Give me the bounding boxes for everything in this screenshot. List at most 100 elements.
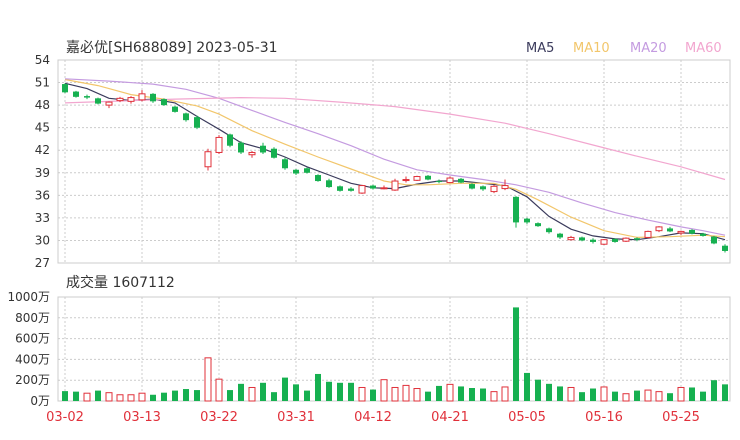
price-y-axis: 54 51 48 45 42 39 36 33 30 27 — [35, 53, 50, 270]
candle — [446, 176, 454, 184]
date-tick-label: 03-22 — [200, 410, 238, 425]
candle-body-up — [138, 93, 146, 101]
volume-bar-down — [667, 393, 673, 401]
volume-bar-down — [293, 384, 299, 401]
candle — [689, 229, 695, 235]
volume-tick-label: 800万 — [15, 311, 50, 325]
volume-bar-up — [83, 392, 91, 402]
date-tick-label: 05-25 — [662, 410, 700, 425]
candle-body-down — [227, 134, 233, 146]
candle — [711, 235, 717, 245]
ma-line-ma20 — [64, 78, 726, 236]
candle-body-down — [612, 238, 618, 242]
candle-body-down — [315, 175, 321, 182]
candle — [138, 90, 146, 102]
volume-bar-up — [677, 386, 685, 402]
volume-bar-up — [501, 386, 509, 402]
volume-bar-down — [612, 391, 618, 401]
volume-bar-up — [380, 379, 388, 402]
candle — [458, 178, 464, 184]
volume-bar-down — [73, 391, 79, 401]
candle-body-up — [677, 230, 685, 234]
volume-bar-up — [413, 388, 421, 402]
candle — [590, 238, 596, 244]
candle — [501, 179, 509, 191]
candle — [567, 235, 575, 241]
candle-body-down — [513, 196, 519, 223]
candle-body-down — [84, 96, 90, 98]
volume-bar-down — [326, 381, 332, 401]
legend-item-ma20: MA20 — [630, 41, 667, 56]
volume-bar-down — [282, 377, 288, 401]
volume-bar-down — [535, 379, 541, 401]
candle-body-up — [380, 187, 388, 190]
volume-bar-down — [469, 388, 475, 401]
chart-title: 嘉必优[SH688089] 2023-05-31 — [66, 40, 278, 56]
legend-item-ma10: MA10 — [573, 41, 610, 56]
candle — [600, 238, 608, 245]
volume-bar-down — [337, 382, 343, 401]
candle-body-down — [62, 84, 68, 93]
candle — [260, 142, 266, 154]
candle — [700, 232, 706, 237]
volume-bar-up — [127, 394, 135, 402]
candle-body-down — [172, 106, 178, 112]
candle-body-up — [413, 176, 421, 181]
candle-body-down — [579, 237, 585, 241]
candle-body-up — [402, 179, 410, 182]
candle-body-up — [358, 185, 366, 194]
candle-body-up — [105, 101, 113, 106]
candle-body-down — [524, 218, 530, 223]
candle — [370, 184, 376, 190]
price-tick-label: 48 — [35, 98, 50, 112]
date-tick-label: 05-05 — [508, 410, 546, 425]
candle — [425, 175, 431, 181]
date-x-axis: 03-02 03-13 03-22 03-31 04-12 04-21 05-05 05-16… — [46, 410, 700, 425]
candle — [469, 183, 475, 190]
volume-bar-up — [215, 378, 223, 402]
price-tick-label: 30 — [35, 233, 50, 247]
candle — [238, 141, 244, 154]
candle-body-down — [260, 145, 266, 153]
candle — [513, 196, 519, 228]
volume-bar-up — [116, 394, 124, 402]
volume-bar-down — [425, 391, 431, 401]
volume-bar-down — [458, 386, 464, 401]
volume-bar-down — [634, 390, 640, 401]
candle — [348, 187, 354, 192]
candle — [293, 169, 299, 176]
volume-bar-up — [446, 383, 454, 402]
candle-body-up — [655, 226, 663, 232]
legend-item-ma60: MA60 — [685, 41, 722, 56]
candle-body-down — [711, 236, 717, 244]
candle — [436, 179, 442, 184]
candle-body-down — [722, 245, 728, 251]
candle — [304, 167, 310, 174]
candle-body-up — [567, 236, 575, 241]
price-tick-label: 45 — [35, 121, 50, 135]
candle-body-up — [446, 177, 454, 184]
date-tick-label: 03-13 — [123, 410, 161, 425]
candle-body-down — [337, 186, 343, 191]
volume-bar-up — [655, 391, 663, 402]
price-tick-label: 33 — [35, 211, 50, 225]
candle — [579, 236, 585, 242]
volume-bar-down — [304, 390, 310, 401]
candle — [204, 148, 212, 171]
volume-tick-label: 1000万 — [7, 290, 50, 304]
volume-bar-down — [579, 392, 585, 401]
candle-body-down — [535, 223, 541, 227]
volume-title: 成交量 1607112 — [66, 274, 175, 291]
volume-bar-down — [271, 392, 277, 401]
candle-body-down — [183, 113, 189, 121]
candle-body-down — [634, 238, 640, 240]
candle — [326, 178, 332, 188]
candle — [161, 98, 167, 106]
candle — [127, 96, 135, 104]
volume-bar-down — [546, 383, 552, 401]
candle-body-down — [469, 184, 475, 189]
candle — [524, 217, 530, 224]
candle-body-up — [622, 237, 630, 242]
candle — [95, 97, 101, 105]
